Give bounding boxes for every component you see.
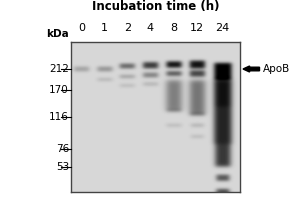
Text: 24: 24 (215, 23, 229, 33)
Text: ApoB: ApoB (262, 64, 290, 74)
Text: 170: 170 (49, 85, 69, 95)
Text: 212: 212 (49, 64, 69, 74)
Text: 0: 0 (78, 23, 85, 33)
Text: 53: 53 (56, 162, 69, 171)
Text: 4: 4 (147, 23, 154, 33)
Text: 1: 1 (101, 23, 108, 33)
Text: kDa: kDa (46, 29, 69, 39)
Text: 8: 8 (170, 23, 178, 33)
Text: 12: 12 (190, 23, 204, 33)
Text: 116: 116 (49, 112, 69, 122)
Text: 76: 76 (56, 144, 69, 154)
Text: 2: 2 (124, 23, 131, 33)
Text: Incubation time (h): Incubation time (h) (92, 0, 219, 13)
